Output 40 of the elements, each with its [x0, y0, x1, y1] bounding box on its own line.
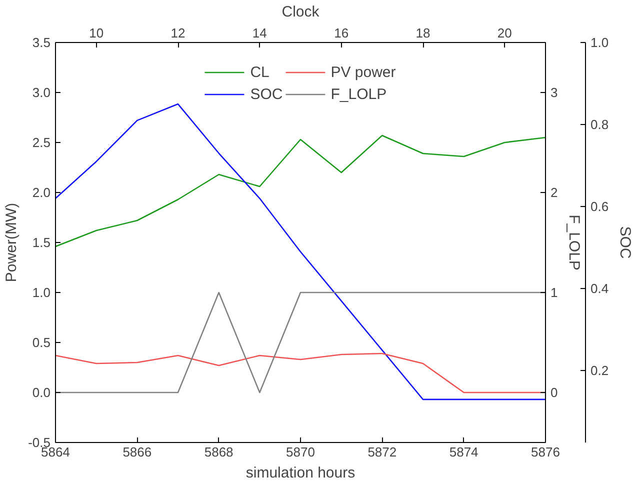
x2-axis-title: Clock	[282, 4, 320, 20]
x-tick-label: 5870	[286, 444, 315, 460]
y3-tick-label: 0.4	[590, 281, 609, 296]
y-tick-label: 2.5	[32, 135, 51, 150]
y2-tick-label: 1	[550, 285, 558, 300]
line-series	[56, 134, 546, 248]
y-tick-label: 0.0	[32, 385, 51, 400]
x2-tick-label: 20	[497, 26, 512, 40]
y-tick-label: 2.0	[32, 185, 51, 200]
y-tick-label: 3.0	[32, 85, 51, 100]
y-axis-title: Power(MW)	[3, 202, 20, 282]
x-tick-label: 5868	[204, 444, 234, 460]
x-tick-label: 5872	[368, 444, 397, 460]
x2-tick-label: 16	[334, 26, 349, 40]
y3-tick-label: 0.6	[590, 199, 609, 214]
x2-tick-label: 14	[252, 26, 267, 40]
y2-tick-label: 3	[550, 85, 558, 100]
legend-label: PV power	[330, 64, 396, 80]
legend-label: CL	[250, 64, 270, 80]
y-tick-label: 1.0	[32, 285, 51, 300]
y-tick-label: 1.5	[32, 235, 51, 250]
x-tick-label: 5876	[531, 444, 560, 460]
y3-tick-label: 0.2	[590, 363, 609, 378]
x-tick-label: 5874	[449, 444, 478, 460]
y3-tick-label: 1.0	[590, 35, 609, 50]
x2-tick-label: 18	[416, 26, 430, 40]
x-axis-title: simulation hours	[246, 464, 356, 482]
y-tick-label: 3.5	[32, 35, 51, 50]
x2-tick-label: 10	[89, 26, 104, 40]
x-tick-label: 5866	[122, 444, 152, 460]
legend-label: F_LOLP	[330, 86, 387, 102]
x2-tick-label: 12	[170, 26, 186, 40]
y2-tick-label: 2	[550, 185, 558, 200]
y-tick-label: 0.5	[32, 335, 51, 350]
line-series	[56, 103, 546, 400]
y3-tick-label: 0.8	[590, 117, 609, 132]
y2-axis-title: F_LOLP	[566, 214, 583, 270]
y3-axis-title: SOC	[616, 226, 634, 259]
legend-label: SOC	[250, 86, 283, 102]
y2-tick-label: 0	[550, 385, 558, 400]
